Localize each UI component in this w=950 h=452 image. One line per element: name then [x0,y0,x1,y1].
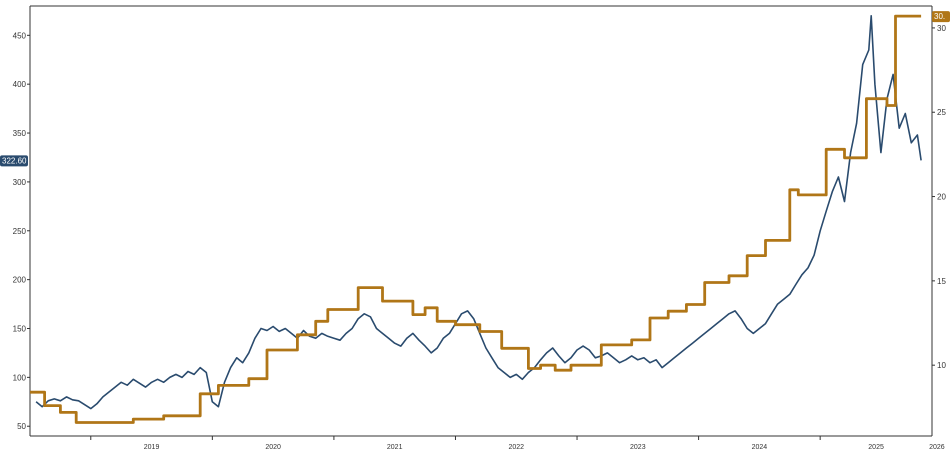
right-tick-label: 30 [937,24,946,33]
right-tick-label: 15 [937,277,946,286]
left-tick-label: 300 [13,178,27,187]
right-tick-label: 10 [937,361,946,370]
left-tick-label: 50 [17,422,26,431]
left-tick-label: 100 [13,373,27,382]
left-tick-label: 450 [13,31,27,40]
x-tick-label: 2022 [508,444,524,451]
left-tick-label: 150 [13,325,27,334]
blue-series-line [35,15,922,410]
right-value-tag-text: 30. [934,12,945,21]
right-tick-label: 25 [937,108,946,117]
x-tick-label: 2020 [265,444,281,451]
axis-layer: 5010015020025030035040045010152025302019… [13,5,946,451]
x-tick-label: 2026 [929,444,945,451]
right-value-tag [932,11,950,23]
x-tick-label: 2019 [144,444,160,451]
x-tick-label: 2025 [868,444,884,451]
series-layer [30,14,922,424]
left-value-tag-text: 322.60 [2,156,27,165]
left-tick-label: 200 [13,276,27,285]
left-tick-label: 350 [13,129,27,138]
left-value-tag [0,155,28,167]
tag-layer: 322.60 30. [0,11,950,167]
x-tick-label: 2024 [752,444,768,451]
x-tick-label: 2021 [387,444,403,451]
x-tick-label: 2023 [630,444,646,451]
gold-series-line [30,14,922,424]
left-tick-label: 400 [13,80,27,89]
right-tick-label: 20 [937,193,946,202]
left-tick-label: 250 [13,227,27,236]
